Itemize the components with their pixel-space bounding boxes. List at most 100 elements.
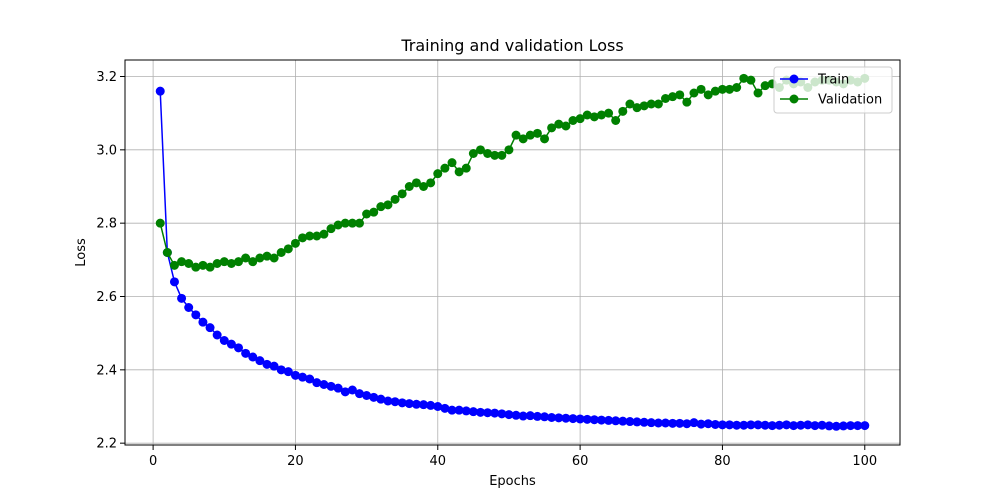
validation-point bbox=[689, 88, 699, 98]
train-point bbox=[575, 414, 585, 424]
train-point bbox=[219, 336, 229, 345]
validation-point bbox=[547, 123, 557, 133]
train-point bbox=[262, 359, 272, 369]
train-point bbox=[362, 391, 372, 400]
train-point bbox=[347, 385, 357, 395]
legend-marker bbox=[789, 74, 799, 84]
validation-point bbox=[369, 207, 379, 217]
validation-point bbox=[340, 218, 350, 228]
x-tick-label: 60 bbox=[572, 454, 589, 469]
validation-point bbox=[362, 209, 372, 219]
train-point bbox=[177, 293, 187, 303]
validation-point bbox=[461, 163, 471, 173]
validation-point bbox=[347, 218, 357, 228]
validation-point bbox=[568, 116, 578, 125]
legend-label: Train bbox=[817, 73, 849, 88]
validation-point bbox=[390, 194, 400, 204]
train-point bbox=[540, 412, 550, 422]
validation-point bbox=[276, 248, 286, 257]
train-point bbox=[333, 383, 343, 393]
train-point bbox=[668, 418, 678, 428]
validation-point bbox=[169, 260, 179, 270]
series-validation bbox=[155, 73, 870, 272]
x-tick-label: 80 bbox=[714, 454, 731, 469]
validation-point bbox=[518, 134, 528, 144]
train-point bbox=[682, 419, 692, 429]
validation-point bbox=[725, 84, 735, 94]
train-point bbox=[205, 323, 215, 333]
validation-point bbox=[426, 178, 436, 188]
legend: Train Validation bbox=[773, 66, 893, 114]
validation-point bbox=[661, 94, 671, 103]
train-point bbox=[461, 406, 471, 416]
train-point bbox=[582, 414, 592, 424]
train-point bbox=[525, 411, 535, 421]
train-point bbox=[717, 420, 727, 430]
validation-point bbox=[561, 121, 571, 131]
train-point bbox=[419, 400, 429, 410]
validation-point bbox=[283, 244, 293, 254]
validation-point bbox=[248, 257, 258, 267]
series-layer bbox=[155, 73, 870, 431]
validation-point bbox=[490, 150, 500, 160]
train-point bbox=[490, 408, 500, 418]
validation-point bbox=[305, 231, 315, 241]
train-point bbox=[411, 399, 421, 409]
validation-point bbox=[198, 260, 208, 270]
validation-point bbox=[454, 167, 464, 177]
train-point bbox=[831, 421, 841, 431]
validation-point bbox=[653, 99, 663, 109]
train-point bbox=[255, 356, 265, 366]
train-point bbox=[554, 413, 564, 423]
validation-point bbox=[525, 130, 535, 140]
train-point bbox=[760, 420, 770, 430]
validation-point bbox=[383, 200, 393, 210]
train-point bbox=[732, 420, 742, 430]
validation-point bbox=[703, 90, 713, 100]
validation-point bbox=[618, 106, 628, 116]
train-point bbox=[298, 372, 308, 382]
validation-point bbox=[554, 119, 564, 129]
train-point bbox=[646, 418, 656, 428]
validation-point bbox=[290, 238, 300, 248]
train-point bbox=[483, 408, 493, 418]
validation-point bbox=[219, 257, 229, 267]
y-axis-label: Loss bbox=[74, 238, 89, 267]
validation-point bbox=[746, 75, 756, 85]
validation-point bbox=[404, 182, 414, 191]
y-tick-label: 3.0 bbox=[96, 143, 117, 158]
train-point bbox=[618, 416, 628, 426]
validation-point bbox=[440, 163, 450, 173]
y-tick-label: 2.2 bbox=[96, 437, 117, 452]
train-point bbox=[696, 419, 706, 429]
validation-point bbox=[184, 259, 194, 268]
train-point bbox=[276, 365, 286, 375]
plot-frame bbox=[124, 59, 901, 446]
train-point bbox=[710, 419, 720, 429]
train-point bbox=[725, 420, 735, 430]
validation-point bbox=[333, 220, 343, 230]
validation-point bbox=[354, 218, 364, 228]
train-point bbox=[376, 394, 386, 404]
validation-point bbox=[312, 231, 322, 241]
validation-point bbox=[241, 253, 251, 263]
legend-item-train: Train bbox=[780, 73, 849, 88]
train-point bbox=[561, 413, 571, 423]
validation-point bbox=[162, 248, 172, 257]
validation-point bbox=[177, 257, 187, 267]
train-point bbox=[803, 420, 813, 430]
validation-point bbox=[753, 88, 763, 98]
series-train bbox=[155, 86, 870, 431]
train-point bbox=[404, 399, 414, 409]
validation-point bbox=[668, 92, 678, 102]
chart-title: Training and validation Loss bbox=[400, 36, 623, 55]
train-point bbox=[454, 405, 464, 415]
train-point bbox=[198, 317, 208, 327]
train-point bbox=[319, 380, 329, 389]
train-point bbox=[283, 367, 293, 377]
train-point bbox=[369, 392, 379, 402]
train-point bbox=[675, 418, 685, 428]
legend-marker bbox=[789, 94, 799, 104]
train-point bbox=[589, 415, 599, 425]
